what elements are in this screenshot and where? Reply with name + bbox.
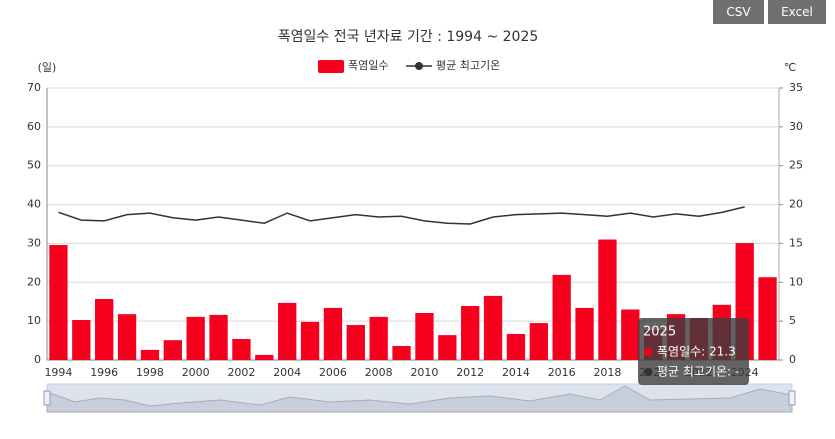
- navigator-series: [46, 385, 793, 413]
- tooltip-marker: [644, 368, 652, 376]
- legend-swatch: [318, 60, 344, 73]
- bar: [232, 339, 251, 360]
- bar: [506, 333, 526, 360]
- x-tick-label: 1994: [44, 366, 72, 379]
- y2-tick-label: 20: [789, 198, 803, 211]
- bar: [163, 340, 182, 360]
- bar: [72, 319, 91, 360]
- y2-tick-label: 5: [789, 314, 796, 327]
- navigator-handle[interactable]: [43, 390, 51, 406]
- y-unit: (일): [38, 60, 57, 74]
- tooltip-line: 평균 최고기온: -: [657, 365, 739, 379]
- navigator: [43, 383, 796, 413]
- bar: [209, 314, 228, 360]
- bar: [529, 323, 548, 360]
- y-tick-label: 60: [27, 120, 41, 133]
- y2-tick-label: 30: [789, 120, 803, 133]
- x-tick-label: 2006: [319, 366, 347, 379]
- bar: [346, 325, 365, 360]
- x-tick-label: 1998: [136, 366, 164, 379]
- bar: [415, 312, 434, 360]
- x-tick-label: 2018: [593, 366, 621, 379]
- x-tick-label: 2012: [456, 366, 484, 379]
- bar: [483, 295, 503, 360]
- bar: [255, 354, 274, 360]
- tooltip-line: 폭염일수: 21.3: [657, 345, 736, 359]
- tooltip-title: 2025: [643, 325, 676, 340]
- bar: [392, 346, 411, 360]
- x-tick-label: 2004: [273, 366, 301, 379]
- y2-tick-label: 0: [789, 353, 796, 366]
- legend-label: 폭염일수: [348, 58, 388, 72]
- x-tick-label: 2008: [365, 366, 393, 379]
- bar: [117, 314, 137, 360]
- y-tick-label: 30: [27, 236, 41, 249]
- y2-tick-label: 15: [789, 236, 803, 249]
- bar: [140, 349, 160, 360]
- tooltip-box: [638, 318, 749, 385]
- bar: [95, 298, 114, 360]
- y2-tick-label: 10: [789, 275, 803, 288]
- bar: [300, 321, 320, 360]
- bar: [278, 302, 297, 360]
- y2-unit: ℃: [784, 61, 796, 74]
- y-tick-label: 0: [34, 353, 41, 366]
- tooltip-marker: [644, 348, 652, 356]
- excel-button[interactable]: Excel: [768, 0, 826, 24]
- bar: [598, 239, 617, 360]
- tooltip: 2025 폭염일수: 21.3 평균 최고기온: -: [638, 318, 749, 385]
- line: [58, 206, 745, 225]
- bar: [575, 307, 594, 360]
- bar: [369, 316, 388, 360]
- csv-button[interactable]: CSV: [713, 0, 764, 24]
- x-tick-label: 2014: [502, 366, 530, 379]
- y-tick-label: 20: [27, 275, 41, 288]
- bar: [49, 244, 68, 360]
- y2-tick-label: 35: [789, 81, 803, 94]
- y-tick-label: 50: [27, 159, 41, 172]
- x-tick-label: 2002: [227, 366, 255, 379]
- navigator-handle[interactable]: [788, 390, 796, 406]
- x-tick-label: 1996: [90, 366, 118, 379]
- legend-label: 평균 최고기온: [436, 59, 500, 72]
- y2-tick-label: 25: [789, 159, 803, 172]
- bar: [758, 277, 777, 360]
- x-tick-label: 2016: [548, 366, 576, 379]
- y-tick-label: 10: [27, 314, 41, 327]
- bar: [461, 305, 480, 360]
- x-tick-label: 2000: [182, 366, 210, 379]
- chart-title: 폭염일수 전국 년자료 기간 : 1994 ~ 2025: [278, 29, 539, 45]
- bar: [438, 335, 457, 360]
- y-tick-label: 70: [27, 81, 41, 94]
- bar: [552, 274, 571, 360]
- bar: [186, 316, 205, 360]
- bar: [621, 309, 640, 360]
- bar: [323, 307, 343, 360]
- y-tick-label: 40: [27, 198, 41, 211]
- x-tick-label: 2010: [410, 366, 438, 379]
- legend-marker: [415, 62, 423, 70]
